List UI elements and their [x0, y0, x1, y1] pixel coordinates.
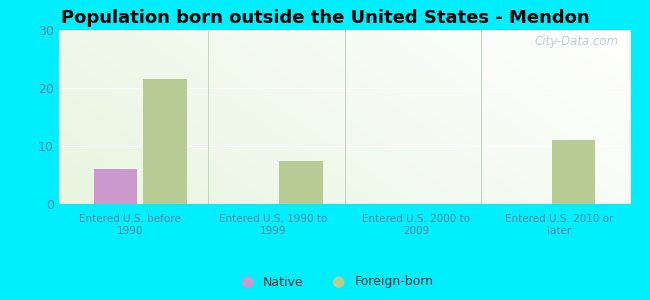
Bar: [94, 169, 138, 204]
Text: Entered U.S. before
1990: Entered U.S. before 1990: [79, 214, 181, 236]
Text: City-Data.com: City-Data.com: [535, 35, 619, 48]
Bar: [551, 140, 595, 204]
Text: Foreign-born: Foreign-born: [354, 275, 434, 289]
Text: Entered U.S. 2000 to
2009: Entered U.S. 2000 to 2009: [362, 214, 470, 236]
Text: Population born outside the United States - Mendon: Population born outside the United State…: [60, 9, 590, 27]
Text: ●: ●: [332, 274, 344, 290]
Bar: [279, 160, 322, 204]
Text: ●: ●: [240, 274, 254, 290]
Text: Entered U.S. 1990 to
1999: Entered U.S. 1990 to 1999: [219, 214, 327, 236]
Bar: [143, 79, 187, 204]
Text: Entered U.S. 2010 or
later: Entered U.S. 2010 or later: [505, 214, 613, 236]
Text: Native: Native: [263, 275, 304, 289]
